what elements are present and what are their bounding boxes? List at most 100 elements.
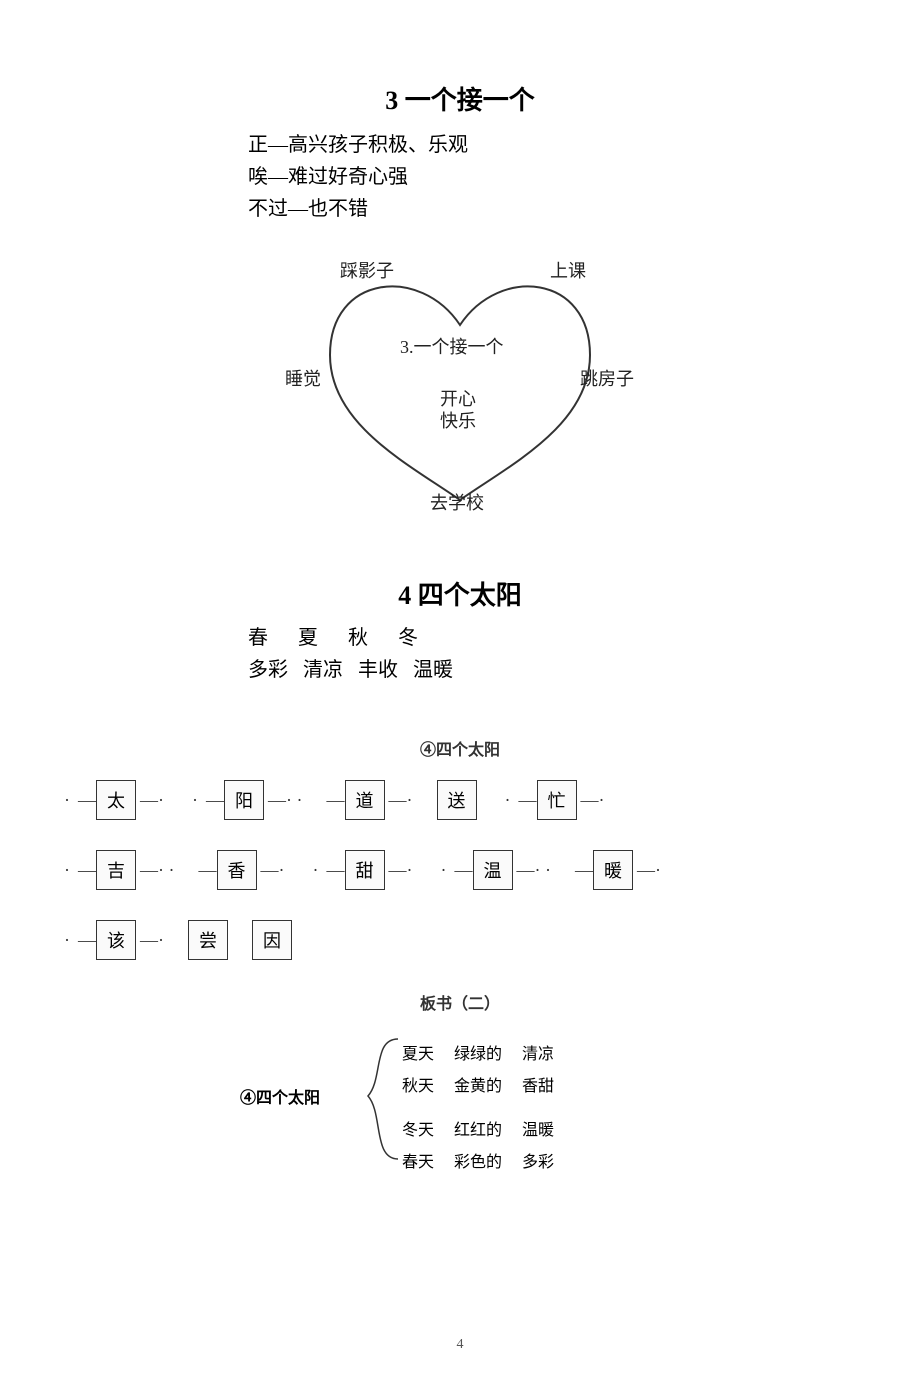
bracket-cell: 彩色的	[454, 1149, 520, 1179]
stroke-dash: —	[78, 790, 92, 811]
stroke-dot: ·	[407, 860, 413, 881]
stroke-dash: —	[78, 930, 92, 951]
stroke-dot: ·	[309, 860, 323, 881]
bracket-row: 冬天红红的温暖	[402, 1117, 572, 1147]
stroke-dot: ·	[501, 790, 515, 811]
char-row: ·—吉—· ·—香—··—甜—··—温—· ·—暖—·	[60, 850, 860, 890]
lesson3-line-3: 不过—也不错	[248, 193, 920, 225]
char-box: 因	[252, 920, 292, 960]
char-group: 送	[437, 780, 477, 820]
heart-label-center: 3.一个接一个	[400, 333, 504, 359]
seasons-desc: 多彩 清凉 丰收 温暖	[248, 654, 920, 686]
lesson3-text-block: 正—高兴孩子积极、乐观 唉—难过好奇心强 不过—也不错	[248, 129, 920, 225]
bracket-cell: 温暖	[522, 1117, 572, 1147]
char-box: 忙	[537, 780, 577, 820]
heart-label-inner2: 快乐	[440, 407, 476, 433]
stroke-dot: ·	[437, 860, 451, 881]
char-box: 吉	[96, 850, 136, 890]
bracket-cell: 红红的	[454, 1117, 520, 1147]
bracket-row: 秋天金黄的香甜	[402, 1073, 572, 1103]
bracket-cell: 夏天	[402, 1041, 452, 1071]
stroke-dash: —	[206, 790, 220, 811]
stroke-dash: —	[327, 790, 341, 811]
char-row: ·—该—·尝因	[60, 920, 860, 960]
stroke-dash: —	[637, 860, 651, 881]
stroke-dot: ·	[279, 860, 285, 881]
lesson3-line-1: 正—高兴孩子积极、乐观	[248, 129, 920, 161]
bracket-rows: 夏天绿绿的清凉秋天金黄的香甜冬天红红的温暖春天彩色的多彩	[400, 1039, 574, 1181]
char-group: ·—阳—· ·	[188, 780, 303, 820]
char-box: 该	[96, 920, 136, 960]
stroke-dot: · ·	[286, 790, 303, 811]
board-title: ④四个太阳	[0, 736, 920, 760]
seasons-block: 春 夏 秋 冬 多彩 清凉 丰收 温暖	[248, 622, 920, 686]
stroke-dot: ·	[60, 930, 74, 951]
stroke-dash: —	[268, 790, 282, 811]
char-box: 暖	[593, 850, 633, 890]
heart-diagram: 踩影子 上课 睡觉 3.一个接一个 跳房子 开心 快乐 去学校	[260, 255, 660, 515]
stroke-dash: —	[140, 930, 154, 951]
stroke-dot: ·	[188, 790, 202, 811]
heart-label-top-left: 踩影子	[340, 257, 394, 283]
char-group: 尝	[188, 920, 228, 960]
bracket-cell: 绿绿的	[454, 1041, 520, 1071]
stroke-dot: · ·	[535, 860, 552, 881]
stroke-dot: ·	[60, 790, 74, 811]
bracket-row: 春天彩色的多彩	[402, 1149, 572, 1179]
stroke-dash: —	[78, 860, 92, 881]
char-group: —香—·	[199, 850, 285, 890]
stroke-dash: —	[581, 790, 595, 811]
stroke-dash: —	[455, 860, 469, 881]
stroke-dash: —	[261, 860, 275, 881]
char-box: 太	[96, 780, 136, 820]
bracket-cell: 冬天	[402, 1117, 452, 1147]
stroke-dot: ·	[60, 860, 74, 881]
char-boxes: ·—太—··—阳—· ·—道—·送·—忙—··—吉—· ·—香—··—甜—··—…	[0, 780, 920, 960]
stroke-dash: —	[327, 860, 341, 881]
stroke-dash: —	[517, 860, 531, 881]
stroke-dash: —	[199, 860, 213, 881]
stroke-dash: —	[389, 790, 403, 811]
char-box: 道	[345, 780, 385, 820]
stroke-dash: —	[140, 790, 154, 811]
char-group: ·—甜—·	[309, 850, 413, 890]
bracket-cell: 香甜	[522, 1073, 572, 1103]
bracket-block: ④四个太阳 夏天绿绿的清凉秋天金黄的香甜冬天红红的温暖春天彩色的多彩	[200, 1029, 720, 1169]
bracket-svg	[348, 1034, 408, 1164]
bracket-row: 夏天绿绿的清凉	[402, 1041, 572, 1071]
bracket-cell: 春天	[402, 1149, 452, 1179]
bracket-cell: 多彩	[522, 1149, 572, 1179]
char-group: —道—·	[327, 780, 413, 820]
bracket-label: ④四个太阳	[240, 1084, 320, 1108]
stroke-dot: ·	[158, 790, 164, 811]
char-box: 尝	[188, 920, 228, 960]
stroke-dot: ·	[158, 930, 164, 951]
char-group: —暖—·	[575, 850, 661, 890]
lesson4-title: 4 四个太阳	[0, 575, 920, 612]
char-group: ·—忙—·	[501, 780, 605, 820]
char-group: ·—吉—· ·	[60, 850, 175, 890]
char-box: 阳	[224, 780, 264, 820]
char-box: 温	[473, 850, 513, 890]
stroke-dash: —	[575, 860, 589, 881]
char-group: ·—温—· ·	[437, 850, 552, 890]
heart-label-mid-left: 睡觉	[285, 365, 321, 391]
heart-label-mid-right: 跳房子	[580, 365, 634, 391]
stroke-dash: —	[140, 860, 154, 881]
stroke-dot: · ·	[158, 860, 175, 881]
bracket-cell: 金黄的	[454, 1073, 520, 1103]
stroke-dash: —	[519, 790, 533, 811]
char-row: ·—太—··—阳—· ·—道—·送·—忙—·	[60, 780, 860, 820]
stroke-dot: ·	[655, 860, 661, 881]
lesson3-title: 3 一个接一个	[0, 80, 920, 117]
stroke-dash: —	[389, 860, 403, 881]
heart-label-top-right: 上课	[550, 257, 586, 283]
stroke-dot: ·	[407, 790, 413, 811]
char-group: ·—太—·	[60, 780, 164, 820]
stroke-dot: ·	[599, 790, 605, 811]
bracket-cell: 清凉	[522, 1041, 572, 1071]
char-box: 甜	[345, 850, 385, 890]
page-number: 4	[0, 1337, 920, 1353]
heart-label-bottom: 去学校	[430, 489, 484, 515]
bracket-cell: 秋天	[402, 1073, 452, 1103]
